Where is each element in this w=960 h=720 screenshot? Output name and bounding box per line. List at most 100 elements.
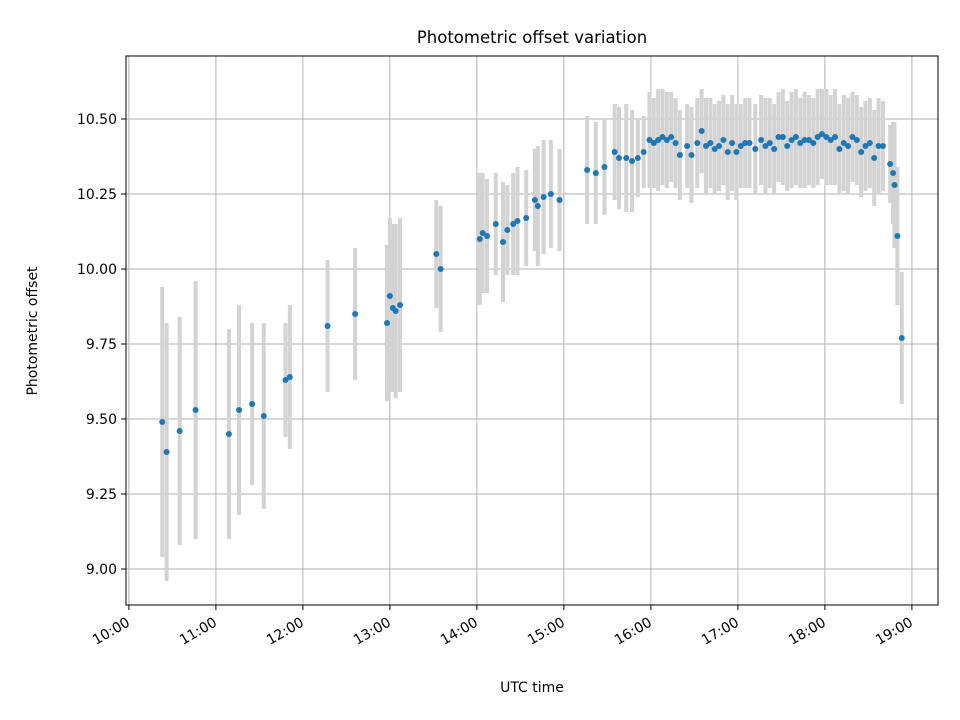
data-point — [707, 140, 714, 146]
data-point — [752, 146, 759, 152]
data-point — [887, 161, 894, 167]
data-point — [890, 170, 897, 176]
x-tick-label: 12:00 — [264, 615, 307, 649]
data-point — [746, 140, 753, 146]
data-point — [514, 218, 521, 224]
data-point — [540, 194, 547, 200]
data-point — [392, 308, 399, 314]
data-point — [225, 431, 232, 437]
y-tick-label: 10.50 — [77, 112, 117, 128]
data-point — [676, 152, 683, 158]
x-tick-label: 11:00 — [177, 615, 220, 649]
data-point — [797, 140, 804, 146]
data-point — [672, 140, 679, 146]
data-point — [766, 140, 773, 146]
x-axis-ticks: 10:00 11:00 12:00 13:00 14:00 15:00 16:00 17:00… — [90, 605, 916, 649]
data-point — [810, 140, 817, 146]
data-point — [510, 221, 517, 227]
data-point — [737, 143, 744, 149]
data-point — [484, 233, 491, 239]
y-axis-label: Photometric offset — [25, 266, 41, 396]
data-point — [629, 158, 636, 164]
data-point — [655, 137, 662, 143]
data-point — [716, 143, 723, 149]
data-point — [159, 419, 166, 425]
data-point — [698, 128, 705, 134]
data-point — [286, 374, 293, 380]
data-point — [437, 266, 444, 272]
x-tick-label: 16:00 — [612, 615, 655, 649]
x-tick-label: 14:00 — [438, 615, 481, 649]
data-point — [729, 140, 736, 146]
data-point — [771, 146, 778, 152]
data-point — [659, 134, 666, 140]
grid — [126, 56, 938, 605]
data-point — [592, 170, 599, 176]
data-point — [845, 143, 852, 149]
data-point — [646, 137, 653, 143]
y-tick-label: 10.25 — [77, 187, 117, 203]
data-point — [779, 134, 786, 140]
y-tick-label: 9.25 — [86, 487, 117, 503]
chart-title: Photometric offset variation — [417, 28, 647, 47]
data-point — [547, 191, 554, 197]
data-point — [397, 302, 404, 308]
data-point — [384, 320, 390, 326]
data-point — [492, 221, 499, 227]
x-tick-label: 18:00 — [786, 615, 829, 649]
data-point — [688, 152, 695, 158]
data-point — [849, 134, 856, 140]
data-point — [694, 140, 701, 146]
data-point — [801, 137, 808, 143]
data-point — [479, 230, 486, 236]
data-point — [500, 239, 506, 245]
plot-frame — [125, 55, 939, 606]
x-tick-label: 19:00 — [873, 615, 916, 649]
data-point — [504, 227, 511, 233]
data-point — [862, 143, 869, 149]
y-tick-label: 9.00 — [86, 562, 117, 578]
data-point — [894, 233, 901, 239]
data-point — [814, 134, 821, 140]
data-point — [724, 149, 731, 155]
data-point — [871, 155, 878, 161]
data-point — [634, 155, 641, 161]
data-point — [663, 137, 670, 143]
data-point — [282, 377, 289, 383]
data-point — [784, 143, 791, 149]
data-point — [805, 137, 812, 143]
data-point — [668, 134, 675, 140]
data-point — [611, 149, 618, 155]
data-point — [836, 146, 843, 152]
error-bars — [160, 89, 904, 581]
data-point — [711, 146, 718, 152]
data-point — [640, 149, 647, 155]
data-point — [684, 143, 691, 149]
data-point — [827, 137, 834, 143]
data-point — [176, 428, 183, 434]
data-point — [556, 197, 563, 203]
y-axis-ticks: 9.00 9.25 9.50 9.75 10.00 10.25 10.50 — [77, 112, 126, 578]
data-point — [703, 143, 709, 149]
data-point — [792, 134, 799, 140]
data-point — [601, 164, 608, 170]
data-point — [616, 155, 622, 161]
x-axis-label: UTC time — [500, 680, 564, 696]
data-point — [476, 236, 483, 242]
x-tick-label: 15:00 — [525, 615, 568, 649]
y-tick-label: 9.50 — [86, 412, 117, 428]
y-tick-label: 9.75 — [86, 337, 117, 353]
data-point — [584, 167, 591, 173]
data-point — [733, 149, 740, 155]
data-point — [866, 140, 873, 146]
data-point — [531, 197, 538, 203]
data-point — [758, 137, 765, 143]
x-tick-label: 17:00 — [699, 615, 742, 649]
data-point — [891, 182, 898, 188]
data-point — [433, 251, 440, 257]
x-tick-label: 13:00 — [351, 615, 394, 649]
data-point — [879, 143, 886, 149]
data-point — [832, 134, 839, 140]
data-point — [249, 401, 256, 407]
